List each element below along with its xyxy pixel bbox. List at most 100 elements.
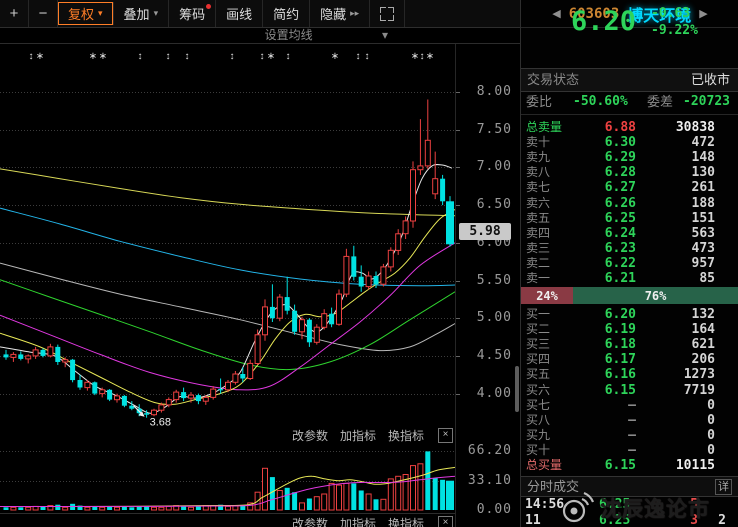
sell-order-row[interactable]: 卖六 6.26 188 [526, 195, 715, 211]
close-pane-icon[interactable]: × [438, 428, 453, 443]
candle-up [343, 255, 350, 295]
buy-order-row[interactable]: 买三 6.18 621 [526, 337, 715, 353]
candle-up [417, 165, 424, 171]
close-pane-icon[interactable]: × [438, 515, 453, 527]
sell-total-row[interactable]: 总卖量 6.88 30838 [526, 120, 715, 135]
main-chart[interactable]: ↕ ∗ ∗ ∗ ↕ ↕ ↕ ↕ ↕ ∗ ↕ ∗ ↕ ↕ ∗ ↕ ∗ 3.68 [0, 44, 456, 429]
candle-down [373, 276, 379, 285]
change-params-button[interactable]: 改参数 [291, 516, 328, 527]
candle-down [18, 354, 24, 359]
volume-bar-up [247, 502, 254, 511]
add-indicator-button[interactable]: 加指标 [339, 429, 376, 443]
candle-up [410, 169, 416, 222]
ma-settings-button[interactable]: 设置均线 ▾ [264, 28, 388, 42]
buy-order-row[interactable]: 买五 6.16 1273 [526, 367, 715, 383]
event-marker-icon: ↕ [260, 51, 265, 62]
simple-mode-button[interactable]: 简约 [263, 0, 311, 27]
volume-bar-up [343, 482, 350, 511]
zoom-out-button[interactable]: − [29, 0, 58, 27]
event-marker-icon: ∗ [99, 51, 107, 62]
sell-order-row[interactable]: 卖三 6.23 473 [526, 240, 715, 256]
event-marker-icon: ∗ [331, 51, 339, 62]
overlay-button[interactable]: 叠加 ▾ [114, 0, 170, 27]
buy-order-row[interactable]: 买四 6.17 206 [526, 352, 715, 368]
candle-down [351, 256, 357, 277]
adjust-price-button[interactable]: 复权 ▾ [58, 2, 114, 25]
price-axis-label: 5.00 [476, 310, 512, 326]
hide-button[interactable]: 隐藏 ▸▸ [310, 0, 371, 27]
candle-down [284, 297, 290, 311]
sell-order-row[interactable]: 卖四 6.24 563 [526, 225, 715, 241]
buy-order-row[interactable]: 买六 6.15 7719 [526, 382, 715, 398]
draw-line-button[interactable]: 画线 [216, 0, 264, 27]
candle-down [240, 374, 246, 379]
candle-down [55, 346, 61, 362]
volume-axis-label: 33.10 [467, 472, 512, 488]
candle-up [247, 362, 254, 379]
candle-up [395, 233, 402, 251]
sell-order-row[interactable]: 卖一 6.21 85 [526, 271, 715, 286]
volume-bar-down [269, 477, 275, 510]
axis-tick [456, 130, 460, 131]
volume-chart[interactable] [0, 443, 456, 514]
sell-ratio-segment: 24% [521, 287, 574, 304]
VOL-MA-yellow [0, 466, 456, 507]
candle-down [92, 382, 98, 394]
volume-bar-down [77, 505, 83, 510]
price-axis: 5.98 8.00 7.50 7.00 6.50 6.00 5.50 5.00 4.50 4.0… [455, 44, 520, 527]
axis-tick [456, 167, 460, 168]
weicha-value: -20723 [683, 94, 730, 109]
candle-down [107, 389, 113, 400]
buy-total-row[interactable]: 总买量 6.15 10115 [526, 458, 715, 473]
sell-order-row[interactable]: 卖五 6.25 151 [526, 210, 715, 226]
switch-indicator-button[interactable]: 换指标 [387, 516, 424, 527]
buy-order-row[interactable]: 买二 6.19 164 [526, 322, 715, 338]
scrollbar-thumb[interactable] [515, 366, 519, 412]
weicha-label: 委差 [647, 94, 674, 109]
candle-up [25, 355, 32, 360]
price-axis-label: 7.00 [476, 159, 512, 175]
candle-down [218, 389, 224, 391]
change-params-button[interactable]: 改参数 [291, 429, 328, 443]
buy-order-row[interactable]: 买七 —0 [526, 397, 715, 413]
volume-bar-down [40, 506, 46, 510]
switch-indicator-button[interactable]: 换指标 [387, 429, 424, 443]
axis-tick [456, 281, 460, 282]
candle-down [144, 413, 150, 415]
chip-distribution-button[interactable]: 筹码 [169, 0, 217, 27]
detail-button[interactable]: 详 [715, 479, 732, 495]
candle-up [313, 326, 320, 343]
sell-order-row[interactable]: 卖九 6.29 148 [526, 150, 715, 166]
volume-bar-up [313, 496, 320, 511]
event-marker-icon: ↕ [29, 51, 34, 62]
next-stock-button[interactable]: ▶ [699, 8, 708, 20]
price-axis-label: 7.50 [476, 121, 512, 137]
buy-order-row[interactable]: 买九 —0 [526, 427, 715, 443]
volume-bar-up [10, 506, 17, 511]
candle-up [210, 388, 217, 398]
sell-order-row[interactable]: 卖七 6.27 261 [526, 180, 715, 196]
buy-order-row[interactable]: 买十 —0 [526, 442, 715, 458]
buy-order-row[interactable]: 买一 6.20 132 [526, 307, 715, 322]
prev-stock-button[interactable]: ◀ [552, 8, 561, 20]
add-indicator-button[interactable]: 加指标 [339, 516, 376, 527]
volume-bar-up [328, 482, 335, 511]
event-marker-icon: ↕ [166, 51, 171, 62]
candle-up [336, 293, 342, 325]
event-marker-icon: ∗ [411, 51, 419, 62]
volume-bar-down [284, 487, 290, 510]
MA-cyan [0, 207, 456, 287]
candle-up [402, 220, 409, 235]
volume-bar-up [387, 478, 394, 511]
candle-up [32, 349, 39, 357]
stock-code: 603603 [568, 5, 620, 22]
sell-order-row[interactable]: 卖二 6.22 957 [526, 255, 715, 271]
sell-order-row[interactable]: 卖八 6.28 130 [526, 165, 715, 181]
sell-order-row[interactable]: 卖十 6.30 472 [526, 135, 715, 151]
zoom-in-button[interactable]: + [0, 0, 29, 27]
volume-bar-up [47, 505, 54, 511]
candle-down [292, 310, 298, 332]
fullscreen-button[interactable] [370, 0, 406, 27]
buy-order-row[interactable]: 买八 —0 [526, 412, 715, 428]
volume-bar-down [55, 504, 61, 510]
